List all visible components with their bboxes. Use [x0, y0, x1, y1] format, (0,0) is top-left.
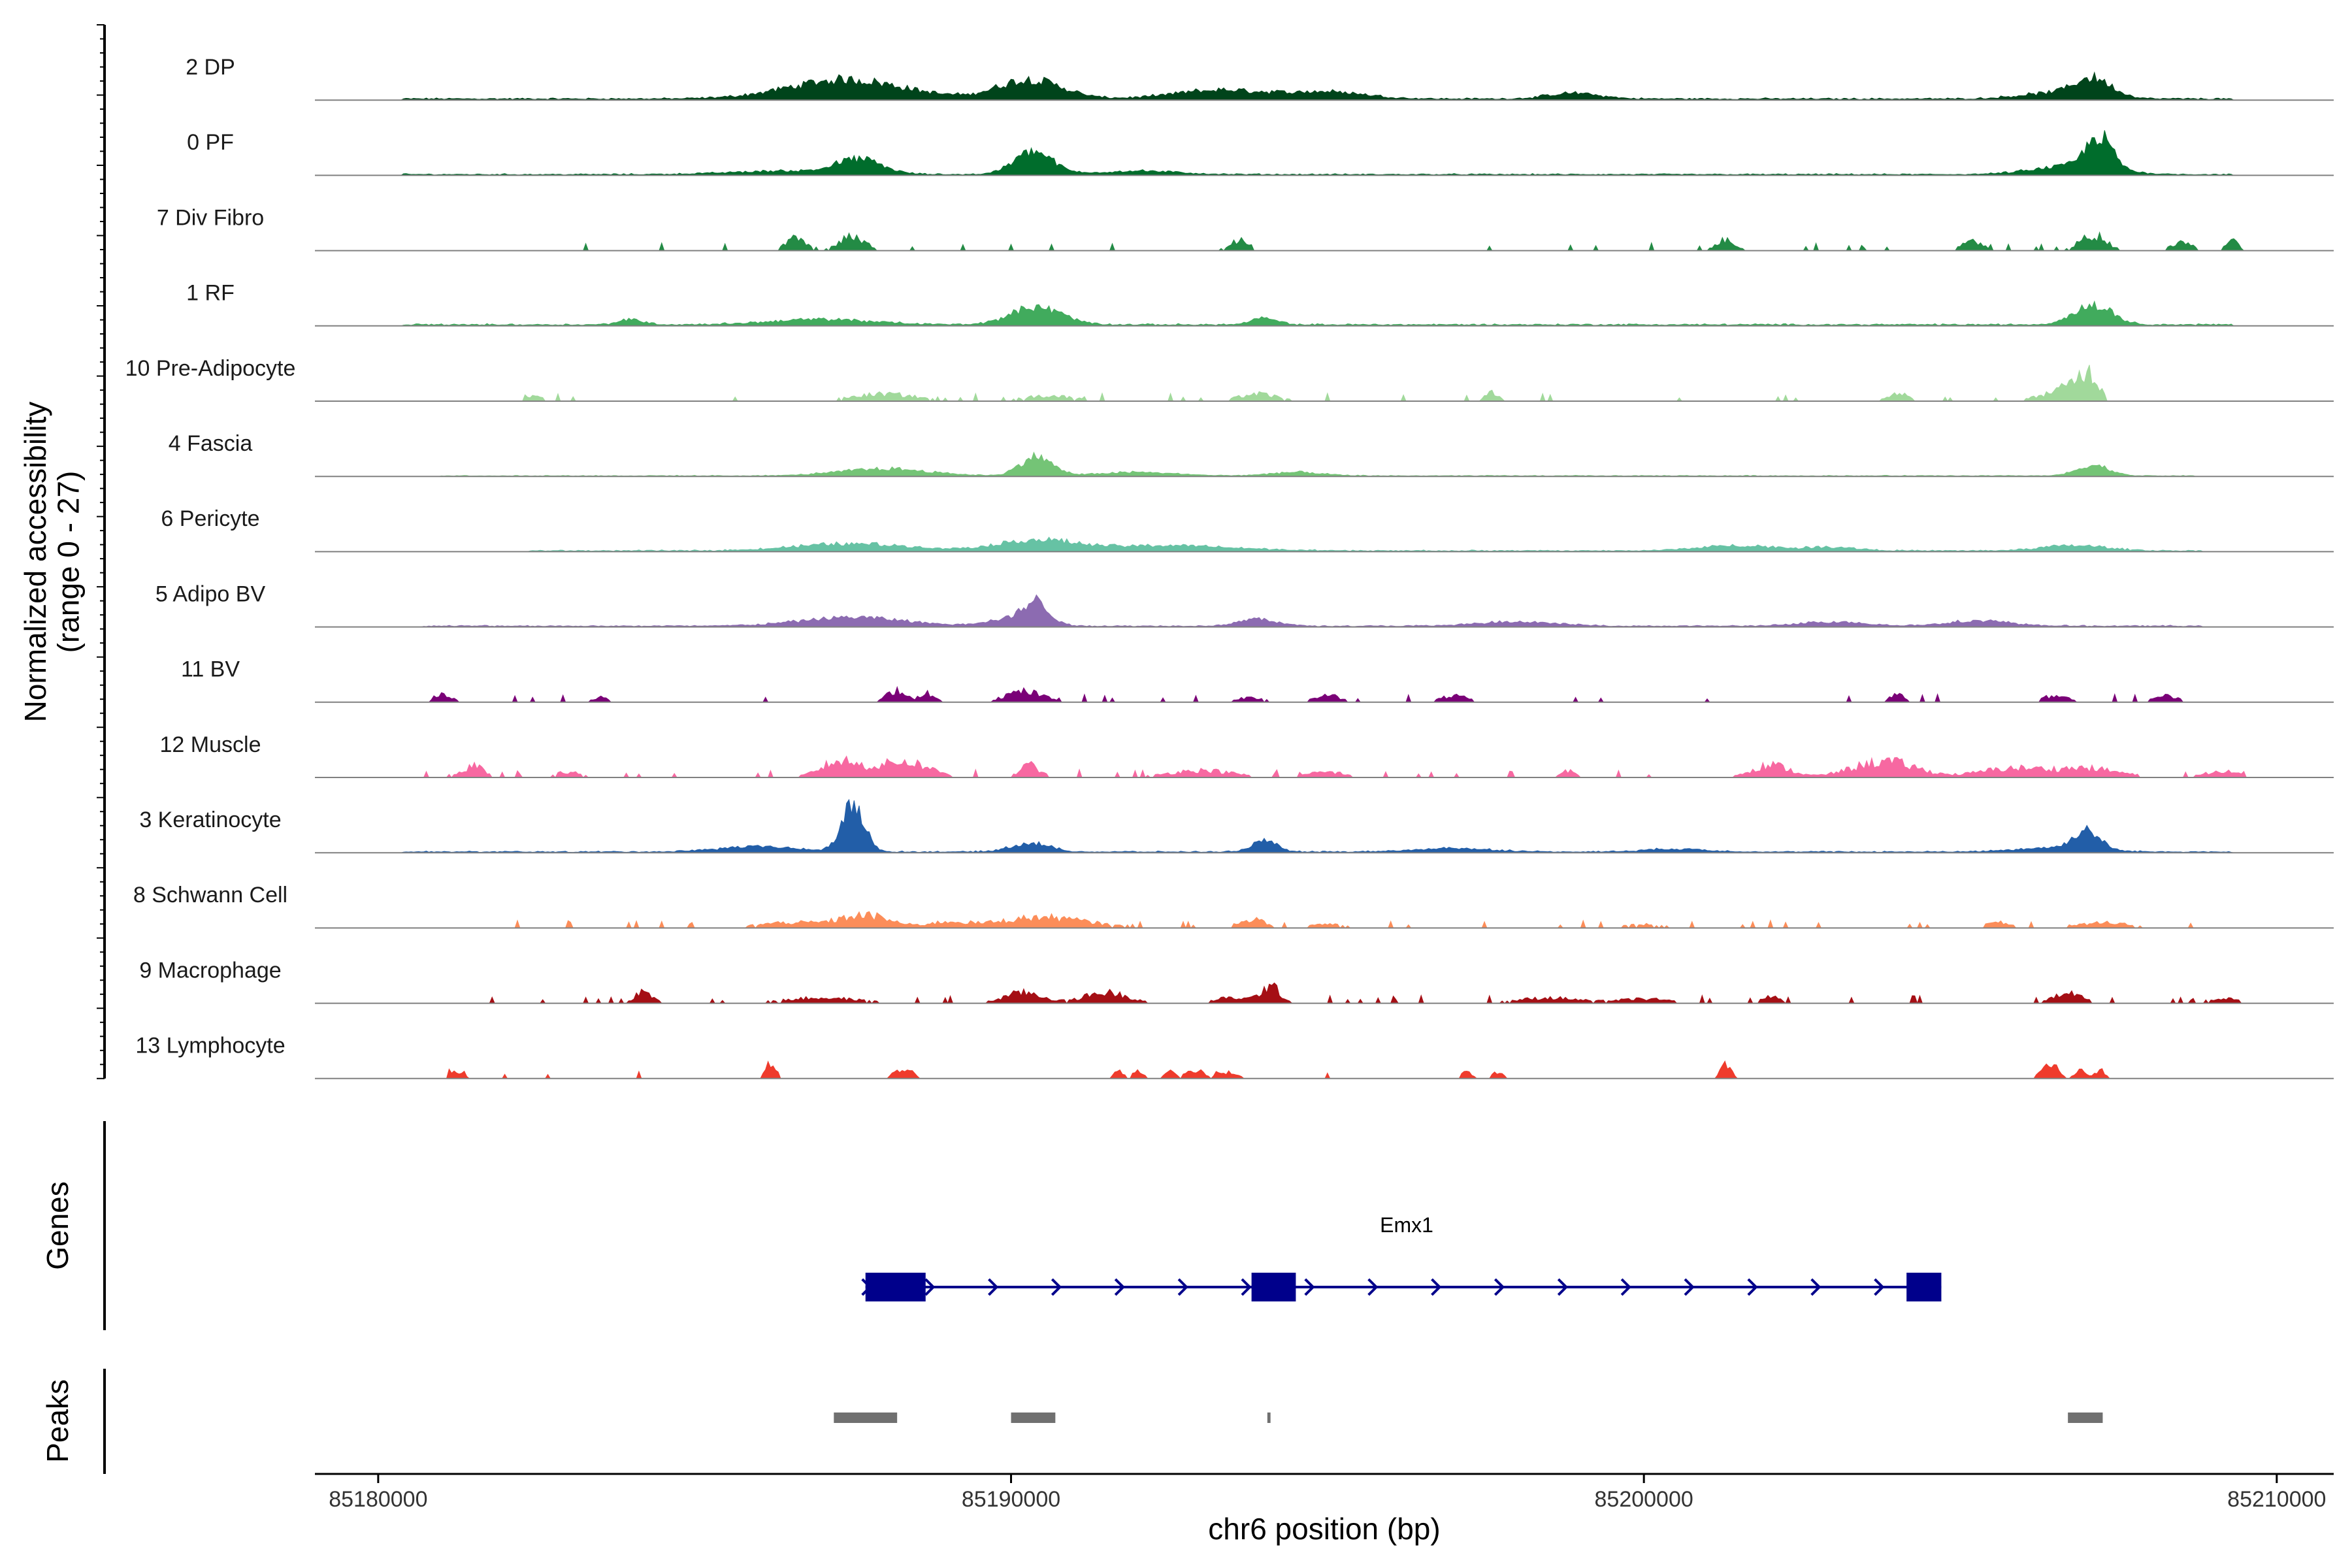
gene-exon [1251, 1273, 1296, 1301]
track-label: 13 Lymphocyte [135, 1034, 285, 1058]
peak-region [1267, 1413, 1271, 1423]
track-8-schwann-cell: 8 Schwann Cell [133, 883, 2334, 929]
track-label: 9 Macrophage [139, 958, 281, 983]
track-label: 1 RF [186, 281, 235, 306]
coverage-area [315, 536, 2334, 552]
strand-arrow [1494, 1278, 1505, 1296]
coverage-area [315, 365, 2334, 402]
strand-arrow [1177, 1278, 1188, 1296]
track-2-dp: 2 DP [186, 55, 2334, 101]
y-axis-title-line: Normalized accessibility [18, 402, 52, 723]
track-7-div-fibro: 7 Div Fibro [157, 205, 2334, 252]
coverage-tracks: 2 DP 0 PF 7 Div Fibro 1 RF 10 Pre-Adipocyte 4… [125, 55, 2334, 1079]
track-10-pre-adipocyte: 10 Pre-Adipocyte [125, 356, 2334, 402]
track-1-rf: 1 RF [186, 281, 2334, 327]
peak-region [834, 1413, 898, 1423]
strand-arrow [1747, 1278, 1758, 1296]
track-5-adipo-bv: 5 Adipo BV [155, 581, 2334, 628]
strand-arrow [1557, 1278, 1569, 1296]
track-label: 10 Pre-Adipocyte [125, 356, 296, 381]
genes-panel: Genes Emx1 [41, 1121, 1942, 1330]
track-6-pericyte: 6 Pericyte [161, 506, 2334, 553]
track-label: 7 Div Fibro [157, 205, 264, 230]
track-3-keratinocyte: 3 Keratinocyte [139, 798, 2334, 854]
strand-arrow [1367, 1278, 1379, 1296]
track-label: 3 Keratinocyte [139, 808, 281, 832]
strand-arrow [924, 1278, 936, 1296]
peaks-panel: Peaks [41, 1369, 2103, 1474]
track-label: 11 BV [181, 657, 240, 682]
coverage-area [315, 685, 2334, 703]
peaks-axis-title: Peaks [41, 1379, 74, 1463]
strand-arrow [1620, 1278, 1631, 1296]
track-label: 0 PF [187, 130, 234, 155]
coverage-area [315, 1060, 2334, 1079]
coverage-area [315, 300, 2334, 327]
track-12-muscle: 12 Muscle [160, 732, 2334, 778]
track-13-lymphocyte: 13 Lymphocyte [135, 1034, 2334, 1079]
track-label: 6 Pericyte [161, 506, 259, 531]
track-label: 4 Fascia [169, 431, 253, 456]
peak-regions [834, 1413, 2103, 1423]
track-0-pf: 0 PF [187, 130, 2334, 176]
track-label: 2 DP [186, 55, 235, 80]
strand-arrow [1304, 1278, 1315, 1296]
x-tick-label: 85190000 [962, 1487, 1060, 1512]
coverage-y-axis [97, 24, 106, 1079]
gene-exon [865, 1273, 926, 1301]
peak-region [1011, 1413, 1056, 1423]
strand-arrow [988, 1278, 999, 1296]
coverage-area [315, 798, 2334, 853]
strand-arrow [1874, 1278, 1885, 1296]
gene-exon [1906, 1273, 1942, 1301]
x-axis-title: chr6 position (bp) [1208, 1512, 1440, 1546]
track-label: 12 Muscle [160, 732, 261, 757]
coverage-area [315, 451, 2334, 477]
coverage-area [315, 982, 2334, 1005]
genes-axis-title: Genes [41, 1181, 74, 1270]
coverage-area [315, 755, 2334, 778]
coverage-area [315, 130, 2334, 176]
coverage-area [315, 231, 2334, 252]
strand-arrow [1241, 1278, 1252, 1296]
x-tick-label: 85200000 [1595, 1487, 1693, 1512]
strand-arrow [1114, 1278, 1126, 1296]
track-label: 8 Schwann Cell [133, 883, 287, 907]
coverage-area [315, 594, 2334, 628]
coverage-area [315, 911, 2334, 929]
track-label: 5 Adipo BV [155, 581, 266, 606]
y-axis-title-line: (range 0 - 27) [52, 471, 86, 653]
strand-arrow [1810, 1278, 1821, 1296]
y-axis-title: Normalized accessibility(range 0 - 27) [18, 402, 86, 723]
track-11-bv: 11 BV [181, 657, 2334, 703]
track-4-fascia: 4 Fascia [169, 431, 2334, 478]
x-axis: 85180000 85190000 85200000 85210000 [315, 1473, 2334, 1512]
track-9-macrophage: 9 Macrophage [139, 958, 2334, 1005]
strand-arrow [1431, 1278, 1442, 1296]
strand-arrow [1051, 1278, 1062, 1296]
x-tick-label: 85210000 [2227, 1487, 2326, 1512]
x-tick-label: 85180000 [329, 1487, 427, 1512]
strand-arrow [1684, 1278, 1695, 1296]
peak-region [2068, 1413, 2103, 1423]
gene-name: Emx1 [1380, 1213, 1433, 1237]
coverage-area [315, 71, 2334, 101]
gene-model: Emx1 [861, 1213, 1942, 1301]
